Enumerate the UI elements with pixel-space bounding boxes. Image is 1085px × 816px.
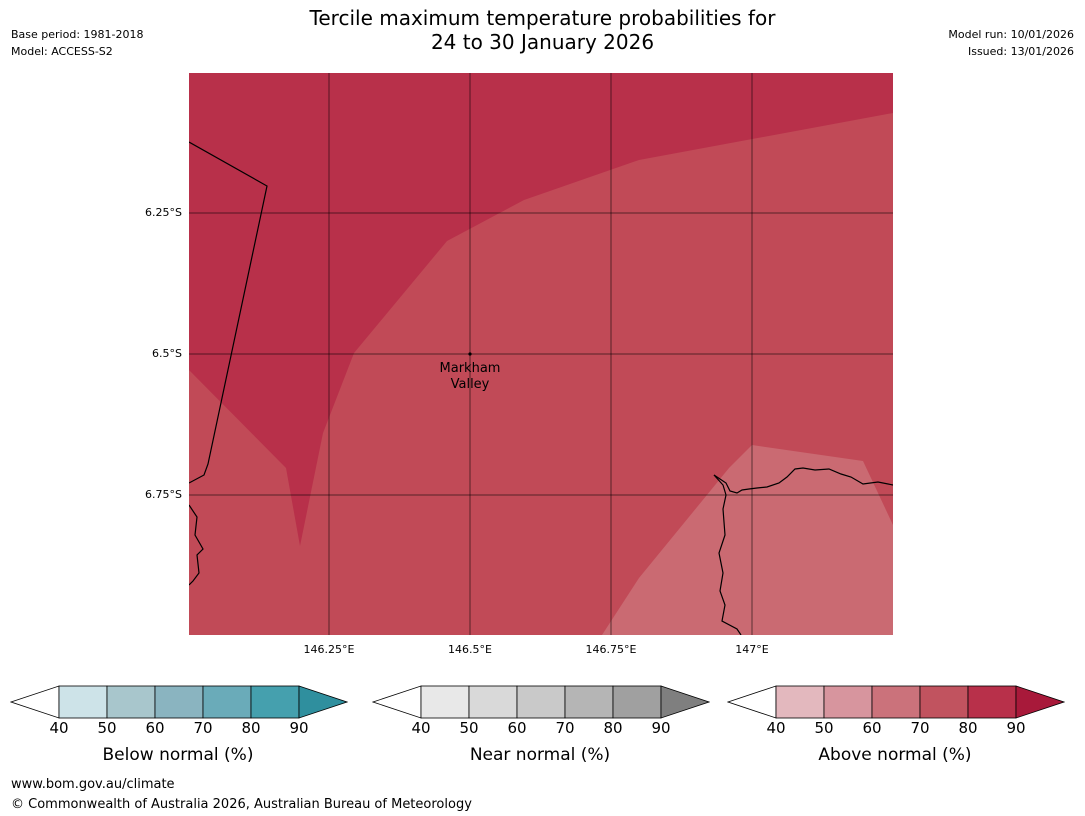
colorbar-near-normal-ticks: 40 50 60 70 80 90 xyxy=(372,719,708,739)
model-text: Model: ACCESS-S2 xyxy=(11,45,113,58)
colorbar-below-normal-high-extend xyxy=(298,685,348,719)
colorbar-above-normal-high-extend xyxy=(1015,685,1065,719)
model-run-text: Model run: 10/01/2026 xyxy=(948,28,1074,41)
colorbar-above-normal-ticks: 40 50 60 70 80 90 xyxy=(727,719,1063,739)
lat-label-6-5: 6.5°S xyxy=(152,347,182,360)
lat-label-6-75: 6.75°S xyxy=(145,488,182,501)
graticule xyxy=(189,73,893,635)
meta-left: Base period: 1981-2018 Model: ACCESS-S2 xyxy=(11,26,143,60)
colorbar-near-normal-low-extend xyxy=(372,685,422,719)
colorbar-near-normal-tick-50: 50 xyxy=(459,719,479,737)
colorbar-near-normal xyxy=(372,685,710,719)
colorbar-below-normal-tick-60: 60 xyxy=(145,719,165,737)
probability-map: Markham Valley xyxy=(189,73,893,635)
colorbar-near-normal-segment-2 xyxy=(468,685,518,719)
coastline-huon-gulf xyxy=(713,474,742,635)
place-label-line-2: Valley xyxy=(451,377,490,392)
boundaries xyxy=(189,141,893,635)
coastline-southwest xyxy=(189,504,204,586)
colorbar-below-normal-segment-5 xyxy=(250,685,300,719)
colorbar-below-normal-segment-1 xyxy=(58,685,108,719)
footer: www.bom.gov.au/climate © Commonwealth of… xyxy=(11,775,472,815)
colorbar-below-normal-tick-50: 50 xyxy=(97,719,117,737)
colorbar-below-normal-low-extend xyxy=(10,685,60,719)
title-line-1: Tercile maximum temperature probabilitie… xyxy=(309,6,776,30)
lat-label-6-25: 6.25°S xyxy=(145,206,182,219)
colorbar-above-normal-tick-80: 80 xyxy=(958,719,978,737)
colorbar-below-normal-tick-40: 40 xyxy=(49,719,69,737)
colorbar-above-normal-low-extend xyxy=(727,685,777,719)
colorbar-below-normal-ticks: 40 50 60 70 80 90 xyxy=(10,719,346,739)
colorbar-above-normal-tick-50: 50 xyxy=(814,719,834,737)
footer-url: www.bom.gov.au/climate xyxy=(11,777,175,792)
colorbar-above-normal xyxy=(727,685,1065,719)
colorbar-near-normal-label: Near normal (%) xyxy=(469,745,611,765)
coastline-huon-peninsula xyxy=(713,467,893,494)
colorbar-below-normal-segment-4 xyxy=(202,685,252,719)
chart-title: Tercile maximum temperature probabilitie… xyxy=(0,6,1085,54)
lon-label-147: 147°E xyxy=(735,643,769,656)
colorbar-above-normal-segment-2 xyxy=(823,685,873,719)
colorbar-above-normal-tick-70: 70 xyxy=(910,719,930,737)
colorbar-near-normal-high-extend xyxy=(660,685,710,719)
colorbar-near-normal-tick-80: 80 xyxy=(603,719,623,737)
colorbar-below-normal-label: Below normal (%) xyxy=(102,745,254,765)
markham-valley-marker xyxy=(468,352,472,356)
colorbar-near-normal-segment-4 xyxy=(564,685,614,719)
colorbar-below-normal-segment-3 xyxy=(154,685,204,719)
colorbar-above-normal-segment-4 xyxy=(919,685,969,719)
boundary-line-west xyxy=(189,141,268,484)
colorbar-above-normal-label: Above normal (%) xyxy=(818,745,972,765)
colorbar-near-normal-tick-90: 90 xyxy=(651,719,671,737)
footer-copyright: © Commonwealth of Australia 2026, Austra… xyxy=(11,797,472,812)
probability-region-above-60-70 xyxy=(602,445,893,635)
colorbar-near-normal-segment-5 xyxy=(612,685,662,719)
colorbar-near-normal-segment-3 xyxy=(516,685,566,719)
place-label-line-1: Markham xyxy=(440,361,501,376)
colorbar-above-normal-tick-90: 90 xyxy=(1006,719,1026,737)
meta-right: Model run: 10/01/2026 Issued: 13/01/2026 xyxy=(948,26,1074,60)
colorbar-below-normal xyxy=(10,685,348,719)
colorbar-above-normal-segment-3 xyxy=(871,685,921,719)
colorbar-above-normal-tick-60: 60 xyxy=(862,719,882,737)
colorbar-near-normal-tick-40: 40 xyxy=(411,719,431,737)
colorbar-below-normal-tick-80: 80 xyxy=(241,719,261,737)
lon-label-146-5: 146.5°E xyxy=(448,643,492,656)
colorbar-below-normal-tick-90: 90 xyxy=(289,719,309,737)
lon-label-146-25: 146.25°E xyxy=(303,643,355,656)
colorbar-near-normal-tick-60: 60 xyxy=(507,719,527,737)
colorbar-above-normal-segment-1 xyxy=(775,685,825,719)
lon-label-146-75: 146.75°E xyxy=(585,643,637,656)
colorbar-below-normal-segment-2 xyxy=(106,685,156,719)
colorbar-near-normal-tick-70: 70 xyxy=(555,719,575,737)
title-line-2: 24 to 30 January 2026 xyxy=(430,30,655,54)
colorbar-below-normal-tick-70: 70 xyxy=(193,719,213,737)
base-period-text: Base period: 1981-2018 xyxy=(11,28,144,41)
issued-text: Issued: 13/01/2026 xyxy=(967,45,1074,58)
colorbar-above-normal-tick-40: 40 xyxy=(766,719,786,737)
colorbar-near-normal-segment-1 xyxy=(420,685,470,719)
colorbar-above-normal-segment-5 xyxy=(967,685,1017,719)
